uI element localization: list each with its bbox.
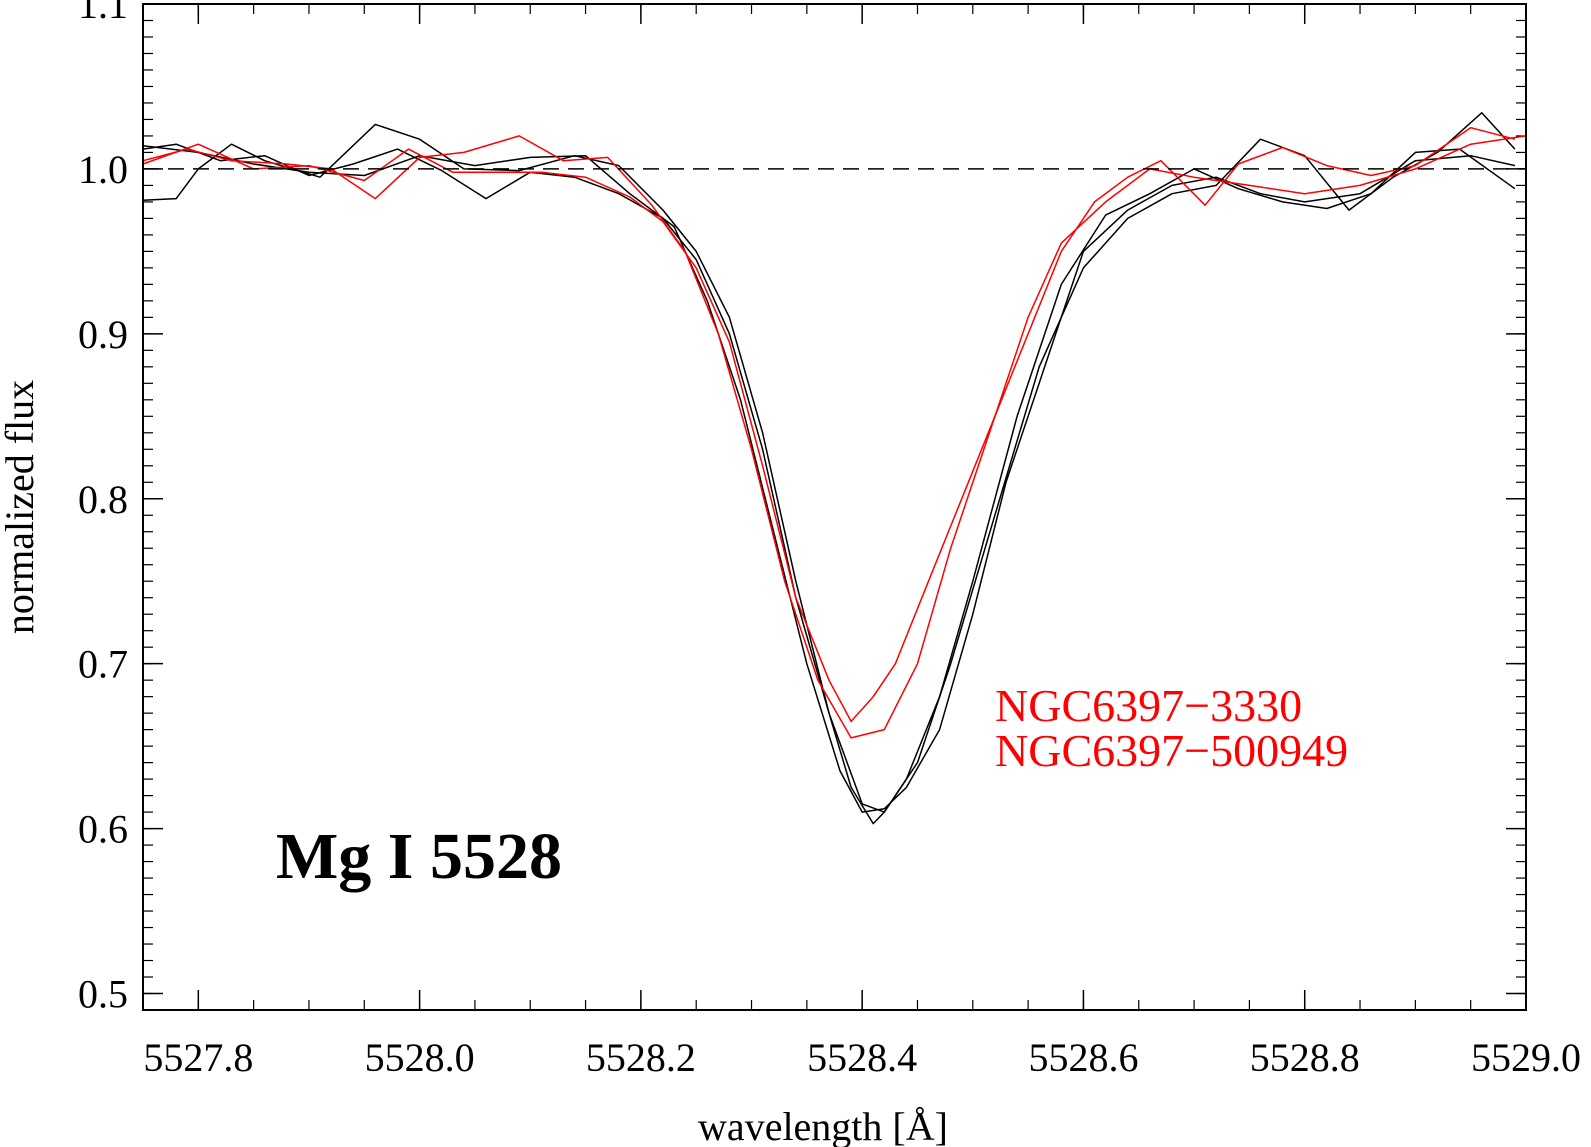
spectrum-line-black-1 bbox=[142, 123, 1516, 825]
y-tick-label: 0.5 bbox=[78, 972, 128, 1017]
spectrum-line-red-2 bbox=[142, 135, 1527, 739]
x-tick-label: 5527.8 bbox=[143, 1035, 253, 1080]
x-tick-label: 5529.0 bbox=[1471, 1035, 1581, 1080]
plot-frame bbox=[142, 3, 1527, 1011]
chart-title: Mg I 5528 bbox=[276, 820, 562, 893]
x-tick-label: 5528.8 bbox=[1250, 1035, 1360, 1080]
legend-entry-500949: NGC6397−500949 bbox=[995, 725, 1348, 776]
spectrum-line-black-2 bbox=[142, 112, 1516, 813]
lines-layer bbox=[142, 112, 1527, 825]
y-tick-label: 0.9 bbox=[78, 312, 128, 357]
spectrum-line-red-1 bbox=[142, 126, 1516, 723]
y-tick-label: 0.7 bbox=[78, 642, 128, 687]
y-tick-label: 1.1 bbox=[78, 0, 128, 27]
x-axis-label: wavelength [Å] bbox=[698, 1104, 948, 1147]
y-tick-label: 0.8 bbox=[78, 477, 128, 522]
legend-entry-3330: NGC6397−3330 bbox=[995, 680, 1302, 731]
y-tick-label: 0.6 bbox=[78, 807, 128, 852]
x-tick-label: 5528.4 bbox=[807, 1035, 917, 1080]
x-tick-label: 5528.0 bbox=[365, 1035, 475, 1080]
y-axis-label: normalized flux bbox=[0, 380, 42, 634]
spectrum-line-black-3 bbox=[142, 145, 1516, 813]
x-tick-label: 5528.2 bbox=[586, 1035, 696, 1080]
labels-layer: 5527.8 5528.0 5528.2 5528.4 5528.6 5528.8 5529… bbox=[78, 0, 1581, 1080]
y-tick-label: 1.0 bbox=[78, 147, 128, 192]
x-tick-label: 5528.6 bbox=[1028, 1035, 1138, 1080]
